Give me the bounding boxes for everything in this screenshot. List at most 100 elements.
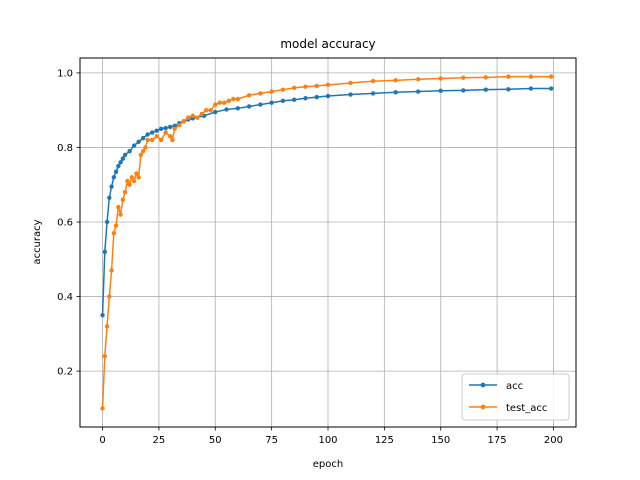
data-point-test-acc bbox=[258, 91, 263, 96]
data-point-acc bbox=[269, 100, 274, 105]
data-point-acc bbox=[528, 86, 534, 91]
data-point-test-acc bbox=[303, 84, 308, 89]
data-point-acc bbox=[109, 184, 114, 189]
data-point-test-acc bbox=[208, 107, 213, 113]
data-point-acc bbox=[107, 195, 112, 200]
x-axis-label: epoch bbox=[313, 459, 343, 470]
data-point-test-acc bbox=[314, 83, 319, 89]
data-point-test-acc bbox=[231, 96, 236, 102]
data-point-acc bbox=[415, 89, 421, 94]
data-point-acc bbox=[483, 87, 489, 92]
chart-title: model accuracy bbox=[280, 37, 375, 51]
data-point-acc bbox=[122, 152, 128, 158]
legend-marker-acc bbox=[480, 382, 486, 388]
data-point-acc bbox=[393, 90, 398, 95]
data-point-acc bbox=[280, 98, 286, 104]
data-point-acc bbox=[224, 107, 229, 112]
data-point-test-acc bbox=[145, 137, 150, 143]
y-tick-label: 0.4 bbox=[57, 292, 73, 303]
data-point-test-acc bbox=[136, 175, 141, 180]
data-point-test-acc bbox=[134, 171, 139, 176]
x-tick-label: 150 bbox=[431, 435, 450, 446]
data-point-test-acc bbox=[226, 98, 231, 104]
data-point-acc bbox=[325, 93, 331, 99]
y-axis-label: accuracy bbox=[32, 219, 43, 264]
data-point-test-acc bbox=[158, 137, 164, 143]
data-point-test-acc bbox=[222, 100, 227, 105]
data-point-acc bbox=[131, 143, 137, 148]
data-point-test-acc bbox=[393, 78, 398, 83]
data-point-test-acc bbox=[140, 148, 146, 154]
data-point-acc bbox=[104, 219, 110, 225]
data-point-acc bbox=[136, 139, 141, 145]
data-point-test-acc bbox=[163, 130, 168, 135]
data-point-test-acc bbox=[116, 204, 121, 210]
data-point-test-acc bbox=[100, 406, 105, 411]
data-point-test-acc bbox=[269, 89, 274, 94]
data-point-test-acc bbox=[104, 324, 110, 329]
legend-label-acc: acc bbox=[506, 381, 523, 392]
data-point-test-acc bbox=[131, 178, 137, 184]
data-point-acc bbox=[111, 175, 117, 180]
x-tick-label: 75 bbox=[265, 435, 278, 446]
data-point-test-acc bbox=[235, 96, 241, 102]
data-point-test-acc bbox=[528, 74, 534, 79]
data-point-test-acc bbox=[461, 75, 466, 80]
grid-lines bbox=[80, 58, 576, 427]
data-point-test-acc bbox=[348, 80, 353, 86]
data-point-test-acc bbox=[118, 212, 123, 217]
series-layer bbox=[100, 74, 554, 411]
data-point-test-acc bbox=[170, 137, 175, 143]
data-point-test-acc bbox=[109, 268, 114, 273]
data-point-acc bbox=[348, 92, 353, 97]
data-point-test-acc bbox=[177, 122, 182, 128]
data-point-test-acc bbox=[138, 152, 144, 158]
x-tick-label: 0 bbox=[99, 435, 105, 446]
data-point-test-acc bbox=[172, 126, 177, 132]
data-point-test-acc bbox=[154, 134, 159, 139]
data-point-test-acc bbox=[291, 85, 297, 91]
legend: acc test_acc bbox=[461, 373, 570, 421]
data-point-test-acc bbox=[549, 74, 554, 79]
y-axis-ticks: 0.2 0.4 0.6 0.8 1.0 bbox=[57, 68, 80, 378]
data-point-acc bbox=[163, 125, 168, 131]
x-tick-label: 175 bbox=[488, 435, 507, 446]
x-tick-label: 200 bbox=[544, 435, 563, 446]
data-point-acc bbox=[246, 104, 252, 109]
data-point-test-acc bbox=[125, 178, 130, 184]
data-point-acc bbox=[506, 87, 511, 92]
data-point-acc bbox=[167, 124, 173, 130]
data-point-test-acc bbox=[370, 78, 376, 84]
data-point-acc bbox=[113, 169, 119, 174]
data-point-test-acc bbox=[181, 119, 186, 124]
data-point-acc bbox=[438, 88, 443, 94]
data-point-test-acc bbox=[195, 115, 200, 120]
data-point-test-acc bbox=[199, 111, 204, 117]
data-point-acc bbox=[127, 148, 132, 154]
data-point-acc bbox=[118, 160, 123, 165]
data-point-acc bbox=[370, 91, 376, 96]
data-point-test-acc bbox=[325, 82, 331, 88]
data-point-test-acc bbox=[122, 189, 128, 195]
data-point-test-acc bbox=[107, 294, 112, 299]
data-point-test-acc bbox=[167, 134, 173, 139]
y-tick-label: 0.6 bbox=[57, 218, 73, 229]
legend-marker-test-acc bbox=[480, 404, 486, 410]
y-tick-label: 0.2 bbox=[57, 367, 73, 378]
legend-label-test-acc: test_acc bbox=[506, 403, 547, 414]
data-point-test-acc bbox=[149, 137, 155, 143]
data-point-test-acc bbox=[483, 75, 489, 80]
data-point-test-acc bbox=[120, 197, 126, 202]
data-point-acc bbox=[291, 97, 297, 102]
x-tick-label: 50 bbox=[209, 435, 222, 446]
data-point-acc bbox=[145, 132, 150, 137]
data-point-acc bbox=[149, 130, 155, 135]
data-point-test-acc bbox=[186, 115, 191, 120]
x-tick-label: 125 bbox=[375, 435, 394, 446]
data-point-test-acc bbox=[129, 175, 135, 180]
data-point-acc bbox=[235, 106, 241, 111]
data-point-test-acc bbox=[506, 74, 511, 79]
data-point-test-acc bbox=[111, 230, 117, 236]
data-point-acc bbox=[258, 102, 263, 107]
